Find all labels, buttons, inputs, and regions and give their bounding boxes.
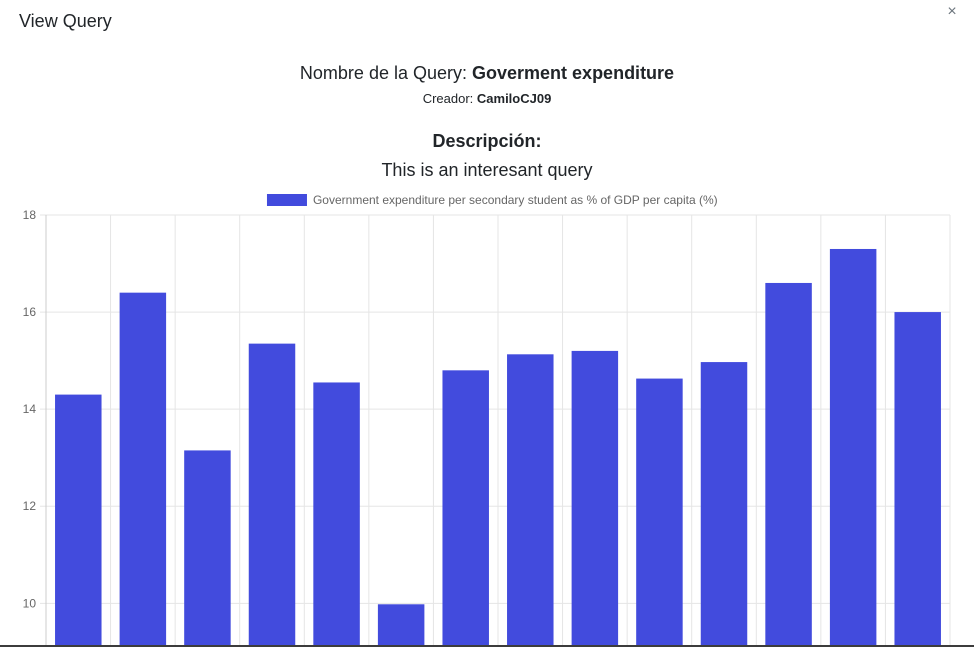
- bar: [184, 450, 231, 647]
- bar: [442, 370, 489, 647]
- bar: [55, 394, 102, 647]
- bar: [507, 354, 554, 647]
- bar: [636, 378, 683, 647]
- window-bottom-edge: [0, 645, 974, 647]
- query-name-value: Goverment expenditure: [472, 63, 675, 83]
- y-tick-label: 10: [23, 596, 37, 610]
- creator-value: CamiloCJ09: [476, 91, 552, 106]
- query-name: Nombre de la Query: Goverment expenditur…: [0, 63, 974, 84]
- description-text: This is an interesant query: [381, 160, 593, 180]
- modal-header: View Query ×: [0, 0, 974, 46]
- description-title: Descripción:: [432, 131, 542, 151]
- query-name-label: Nombre de la Query:: [299, 63, 467, 83]
- bar: [829, 248, 877, 647]
- bar: [313, 382, 360, 647]
- bar: [700, 362, 748, 647]
- query-creator: Creador: CamiloCJ09: [0, 91, 974, 106]
- bar: [571, 350, 619, 647]
- modal-title: View Query: [19, 11, 112, 31]
- y-tick-label: 12: [23, 499, 37, 513]
- bar: [248, 343, 296, 647]
- legend-label: Government expenditure per secondary stu…: [313, 193, 718, 207]
- bar: [377, 604, 425, 647]
- creator-label: Creador:: [422, 91, 474, 106]
- y-tick-label: 16: [23, 305, 37, 319]
- bar-chart: 10 12 14 16 18 Government expenditure per sec…: [23, 193, 951, 647]
- y-tick-label: 14: [23, 402, 37, 416]
- bar: [119, 292, 167, 647]
- close-icon[interactable]: ×: [947, 3, 957, 20]
- y-tick-label: 18: [23, 208, 37, 222]
- legend-swatch: [266, 194, 307, 206]
- bar: [765, 282, 812, 647]
- bar: [894, 312, 941, 647]
